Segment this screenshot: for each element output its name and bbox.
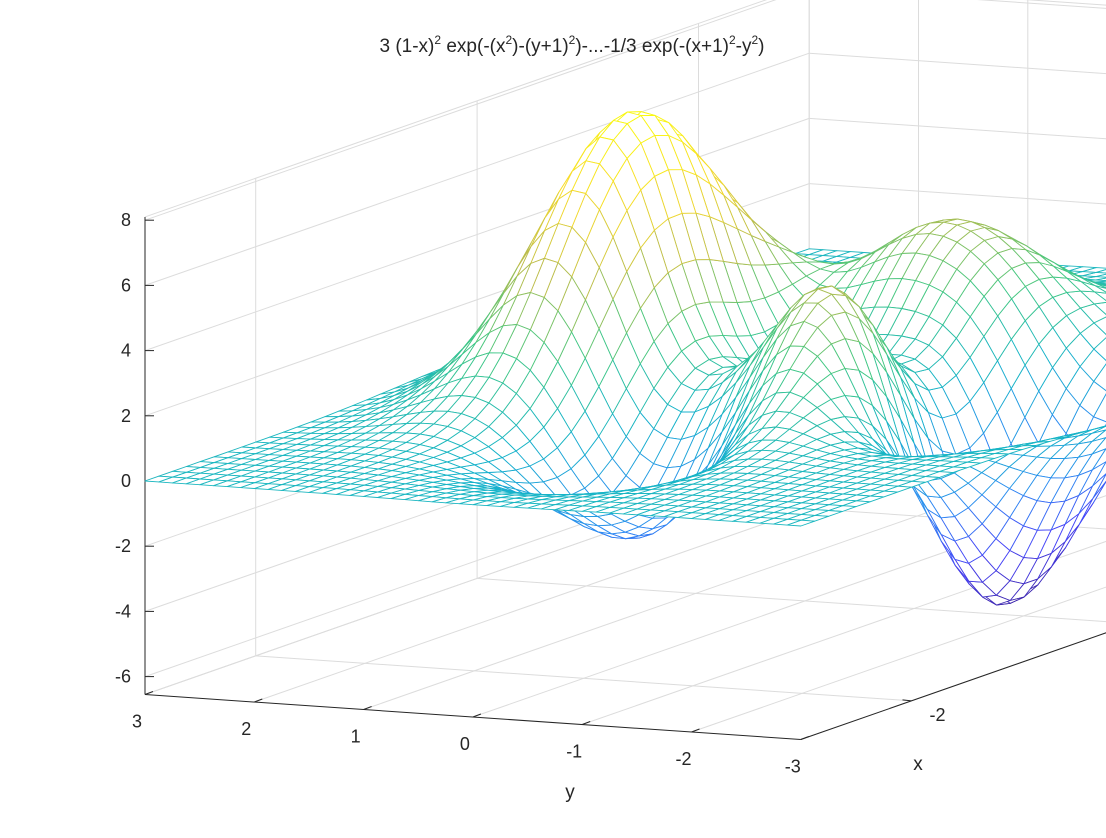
title-part: )-...-1/3 exp(-(x+1) xyxy=(575,36,729,57)
y-tick-label: 0 xyxy=(460,734,470,754)
y-tick xyxy=(473,714,481,717)
z-tick-label: -6 xyxy=(115,667,131,687)
title-part: -y xyxy=(736,36,752,57)
z-tick-label: 8 xyxy=(121,210,131,230)
y-tick xyxy=(364,707,372,710)
y-tick-label: 3 xyxy=(132,712,142,732)
y-axis-label: y xyxy=(565,782,575,803)
y-tick-label: -1 xyxy=(566,742,582,762)
z-tick-label: -4 xyxy=(115,601,131,621)
z-tick-label: 6 xyxy=(121,275,131,295)
chart-title: 3 (1-x)2 exp(-(x2)-(y+1)2)-...-1/3 exp(-… xyxy=(379,33,764,57)
y-tick xyxy=(692,729,700,732)
box-edge xyxy=(809,0,1106,30)
x-grid-line xyxy=(256,656,912,701)
x-tick-label: -2 xyxy=(929,705,945,725)
x-axis-label: x xyxy=(913,754,923,775)
y-tick-label: 1 xyxy=(351,727,361,747)
z-tick-label: -2 xyxy=(115,536,131,556)
y-tick-label: -3 xyxy=(785,757,801,777)
y-tick xyxy=(582,722,590,725)
y-tick-label: -2 xyxy=(675,749,691,769)
title-part: ) xyxy=(758,36,764,57)
z-tick-label: 2 xyxy=(121,406,131,426)
y-tick xyxy=(801,737,809,740)
title-part: 3 (1-x) xyxy=(379,36,434,57)
z-grid-line xyxy=(809,118,1106,163)
y-tick-label: 2 xyxy=(241,719,251,739)
title-part: )-(y+1) xyxy=(512,36,568,57)
title-part: exp(-(x xyxy=(441,36,506,57)
z-grid-line xyxy=(809,53,1106,98)
y-tick xyxy=(145,692,153,695)
z-tick-label: 0 xyxy=(121,471,131,491)
z-grid-line xyxy=(809,0,1106,33)
y-tick xyxy=(254,699,262,702)
z-tick-label: 4 xyxy=(121,341,131,361)
mesh-layer xyxy=(145,112,1106,605)
